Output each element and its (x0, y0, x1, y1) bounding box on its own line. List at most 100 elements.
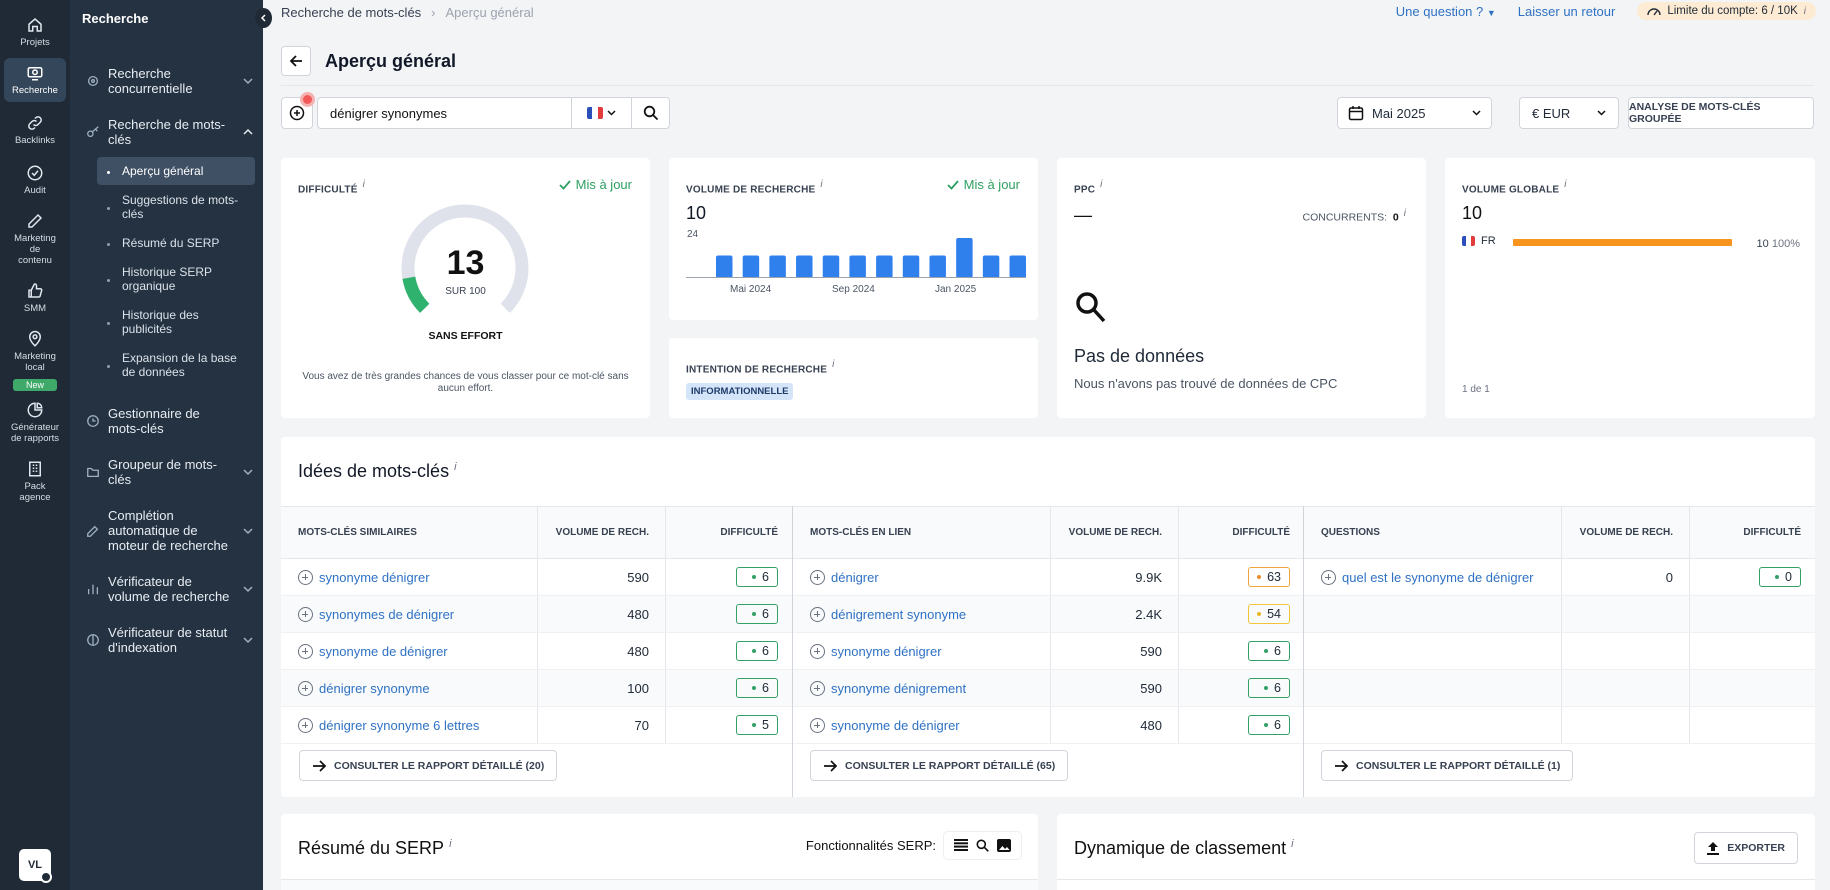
image-icon[interactable] (997, 839, 1011, 852)
rail-item-pack-agence[interactable]: Pack agence (4, 456, 66, 507)
add-icon[interactable] (810, 680, 825, 696)
add-icon[interactable] (810, 569, 825, 585)
country-volume-bar (1513, 239, 1732, 246)
export-button[interactable]: EXPORTER (1694, 832, 1798, 864)
kd-badge: 6 (1248, 641, 1290, 661)
sidebar-item-groupeur[interactable]: Groupeur de mots-clés (70, 457, 263, 487)
sidebar-item-recherche-concurrentielle[interactable]: Recherche concurrentielle (70, 66, 263, 96)
sidebar-subitem-expansion-base[interactable]: Expansion de la base de données (70, 351, 263, 379)
questions-table: QUESTIONS VOLUME DE RECH. DIFFICULTÉ que… (1303, 506, 1815, 797)
volume-bar[interactable] (716, 255, 733, 279)
feedback-link[interactable]: Laisser un retour (1517, 3, 1616, 19)
rail-item-projets[interactable]: Projets (4, 12, 66, 52)
table-header: MOTS-CLÉS EN LIEN VOLUME DE RECH. DIFFIC… (793, 507, 1304, 559)
keyword-ideas-section: Idées de mots-clés i MOTS-CLÉS SIMILAIRES… (281, 437, 1815, 797)
add-icon[interactable] (298, 717, 313, 733)
add-keyword-button[interactable] (281, 97, 313, 129)
breadcrumb-parent[interactable]: Recherche de mots-clés (281, 4, 422, 20)
rail-item-backlinks[interactable]: Backlinks (4, 110, 66, 150)
sidebar-subitem-resume-serp[interactable]: Résumé du SERP (70, 236, 263, 250)
breadcrumb-current: Aperçu général (445, 4, 534, 20)
sidebar-subitem-suggestions[interactable]: Suggestions de mots-clés (70, 193, 263, 221)
country-select[interactable] (571, 98, 631, 128)
sidebar-subitem-apercu-general[interactable]: Aperçu général (97, 157, 255, 185)
info-icon[interactable]: i (362, 179, 365, 190)
volume-bar[interactable] (929, 255, 946, 279)
add-icon[interactable] (298, 643, 313, 659)
volume-bar[interactable] (742, 255, 760, 279)
table-row: synonymes de dénigrer 480 6 (281, 596, 792, 633)
info-icon[interactable]: i (449, 838, 452, 850)
grouped-analysis-button[interactable]: ANALYSE DE MOTS-CLÉS GROUPÉE (1628, 97, 1814, 129)
calendar-icon (1348, 106, 1364, 121)
add-icon[interactable] (298, 606, 313, 622)
detailed-report-button-similar[interactable]: CONSULTER LE RAPPORT DÉTAILLÉ (20) (299, 750, 558, 781)
table-row: synonyme de dénigrer 480 6 (793, 707, 1304, 744)
volume-value: 10 (686, 203, 707, 223)
detailed-report-button-questions[interactable]: CONSULTER LE RAPPORT DÉTAILLÉ (1) (1321, 750, 1574, 781)
info-icon[interactable]: i (832, 359, 835, 370)
upload-icon (1707, 841, 1720, 855)
kd-badge: 0 (1759, 567, 1801, 587)
ranking-divider (1057, 879, 1815, 880)
serp-summary-title: Résumé du SERP (298, 838, 445, 858)
rail-item-smm[interactable]: SMM (4, 278, 66, 318)
collapse-sidebar-button[interactable] (255, 8, 272, 28)
sidebar-item-gestionnaire[interactable]: Gestionnaire de mots-clés (70, 406, 263, 436)
add-icon[interactable] (1321, 569, 1336, 585)
volume-bar[interactable] (982, 255, 1000, 279)
search-icon[interactable] (976, 839, 989, 852)
question-link[interactable]: Une question ? ▼ (1395, 3, 1496, 19)
search-button[interactable] (631, 98, 669, 128)
add-icon[interactable] (810, 606, 825, 622)
sidebar-subitem-historique-publicites[interactable]: Historique des publicités (70, 308, 263, 336)
volume-bar[interactable] (822, 255, 840, 279)
arrow-right-icon (313, 759, 326, 772)
table-row: quel est le synonyme de dénigrer 0 0 (1304, 559, 1815, 596)
add-icon[interactable] (810, 717, 825, 733)
currency-select[interactable]: € EUR (1519, 97, 1619, 129)
ppc-label: PPC (1074, 184, 1096, 196)
volume-bar[interactable] (956, 238, 973, 278)
sidebar-item-indexation[interactable]: Vérificateur de statut d'indexation (70, 625, 263, 655)
rail-item-recherche[interactable]: Recherche (4, 58, 66, 102)
difficulty-description: Vous avez de très grandes chances de vou… (302, 371, 629, 394)
date-select[interactable]: Mai 2025 (1337, 97, 1492, 129)
detailed-report-button-related[interactable]: CONSULTER LE RAPPORT DÉTAILLÉ (65) (810, 750, 1069, 781)
search-input[interactable]: dénigrer synonymes (330, 105, 448, 121)
settings-icon[interactable] (40, 871, 52, 883)
sidebar-title: Recherche (82, 11, 149, 26)
volume-bar[interactable] (796, 255, 813, 279)
sidebar-item-completion[interactable]: Complétion automatique de moteur de rech… (70, 508, 263, 553)
rail-item-generateur-rapports[interactable]: Générateur de rapports (4, 397, 66, 448)
add-icon[interactable] (298, 680, 313, 696)
notification-dot (300, 92, 315, 107)
avatar[interactable]: VL (19, 849, 51, 881)
difficulty-gauge (401, 204, 529, 313)
table-header: QUESTIONS VOLUME DE RECH. DIFFICULTÉ (1304, 507, 1815, 559)
volume-bar[interactable] (876, 255, 893, 279)
sidebar-item-recherche-mots-cles[interactable]: Recherche de mots-clés (70, 117, 263, 147)
sidebar-item-volume[interactable]: Vérificateur de volume de recherche (70, 574, 263, 604)
volume-x-label-2: Jan 2025 (935, 284, 977, 295)
volume-bar[interactable] (849, 255, 866, 279)
info-icon[interactable]: i (1291, 838, 1294, 850)
page-header: Aperçu général (281, 46, 456, 76)
list-icon[interactable] (954, 839, 968, 851)
add-icon[interactable] (810, 643, 825, 659)
back-button[interactable] (281, 46, 311, 76)
info-icon[interactable]: i (1564, 179, 1567, 190)
volume-bar[interactable] (902, 255, 920, 279)
info-icon[interactable]: i (820, 179, 823, 190)
chevron-up-icon (243, 128, 253, 135)
rail-item-marketing-contenu[interactable]: Marketing de contenu (4, 208, 66, 270)
sidebar-subitem-historique-serp[interactable]: Historique SERP organique (70, 265, 263, 293)
volume-bar[interactable] (769, 255, 786, 279)
rail-item-audit[interactable]: Audit (4, 160, 66, 200)
add-icon[interactable] (298, 569, 313, 585)
volume-bar[interactable] (1009, 255, 1026, 279)
rail-item-marketing-local[interactable]: Marketing local (4, 326, 66, 377)
account-limit-badge[interactable]: Limite du compte: 6 / 10K i (1637, 2, 1816, 20)
info-icon[interactable]: i (454, 461, 457, 473)
info-icon[interactable]: i (1100, 179, 1103, 190)
